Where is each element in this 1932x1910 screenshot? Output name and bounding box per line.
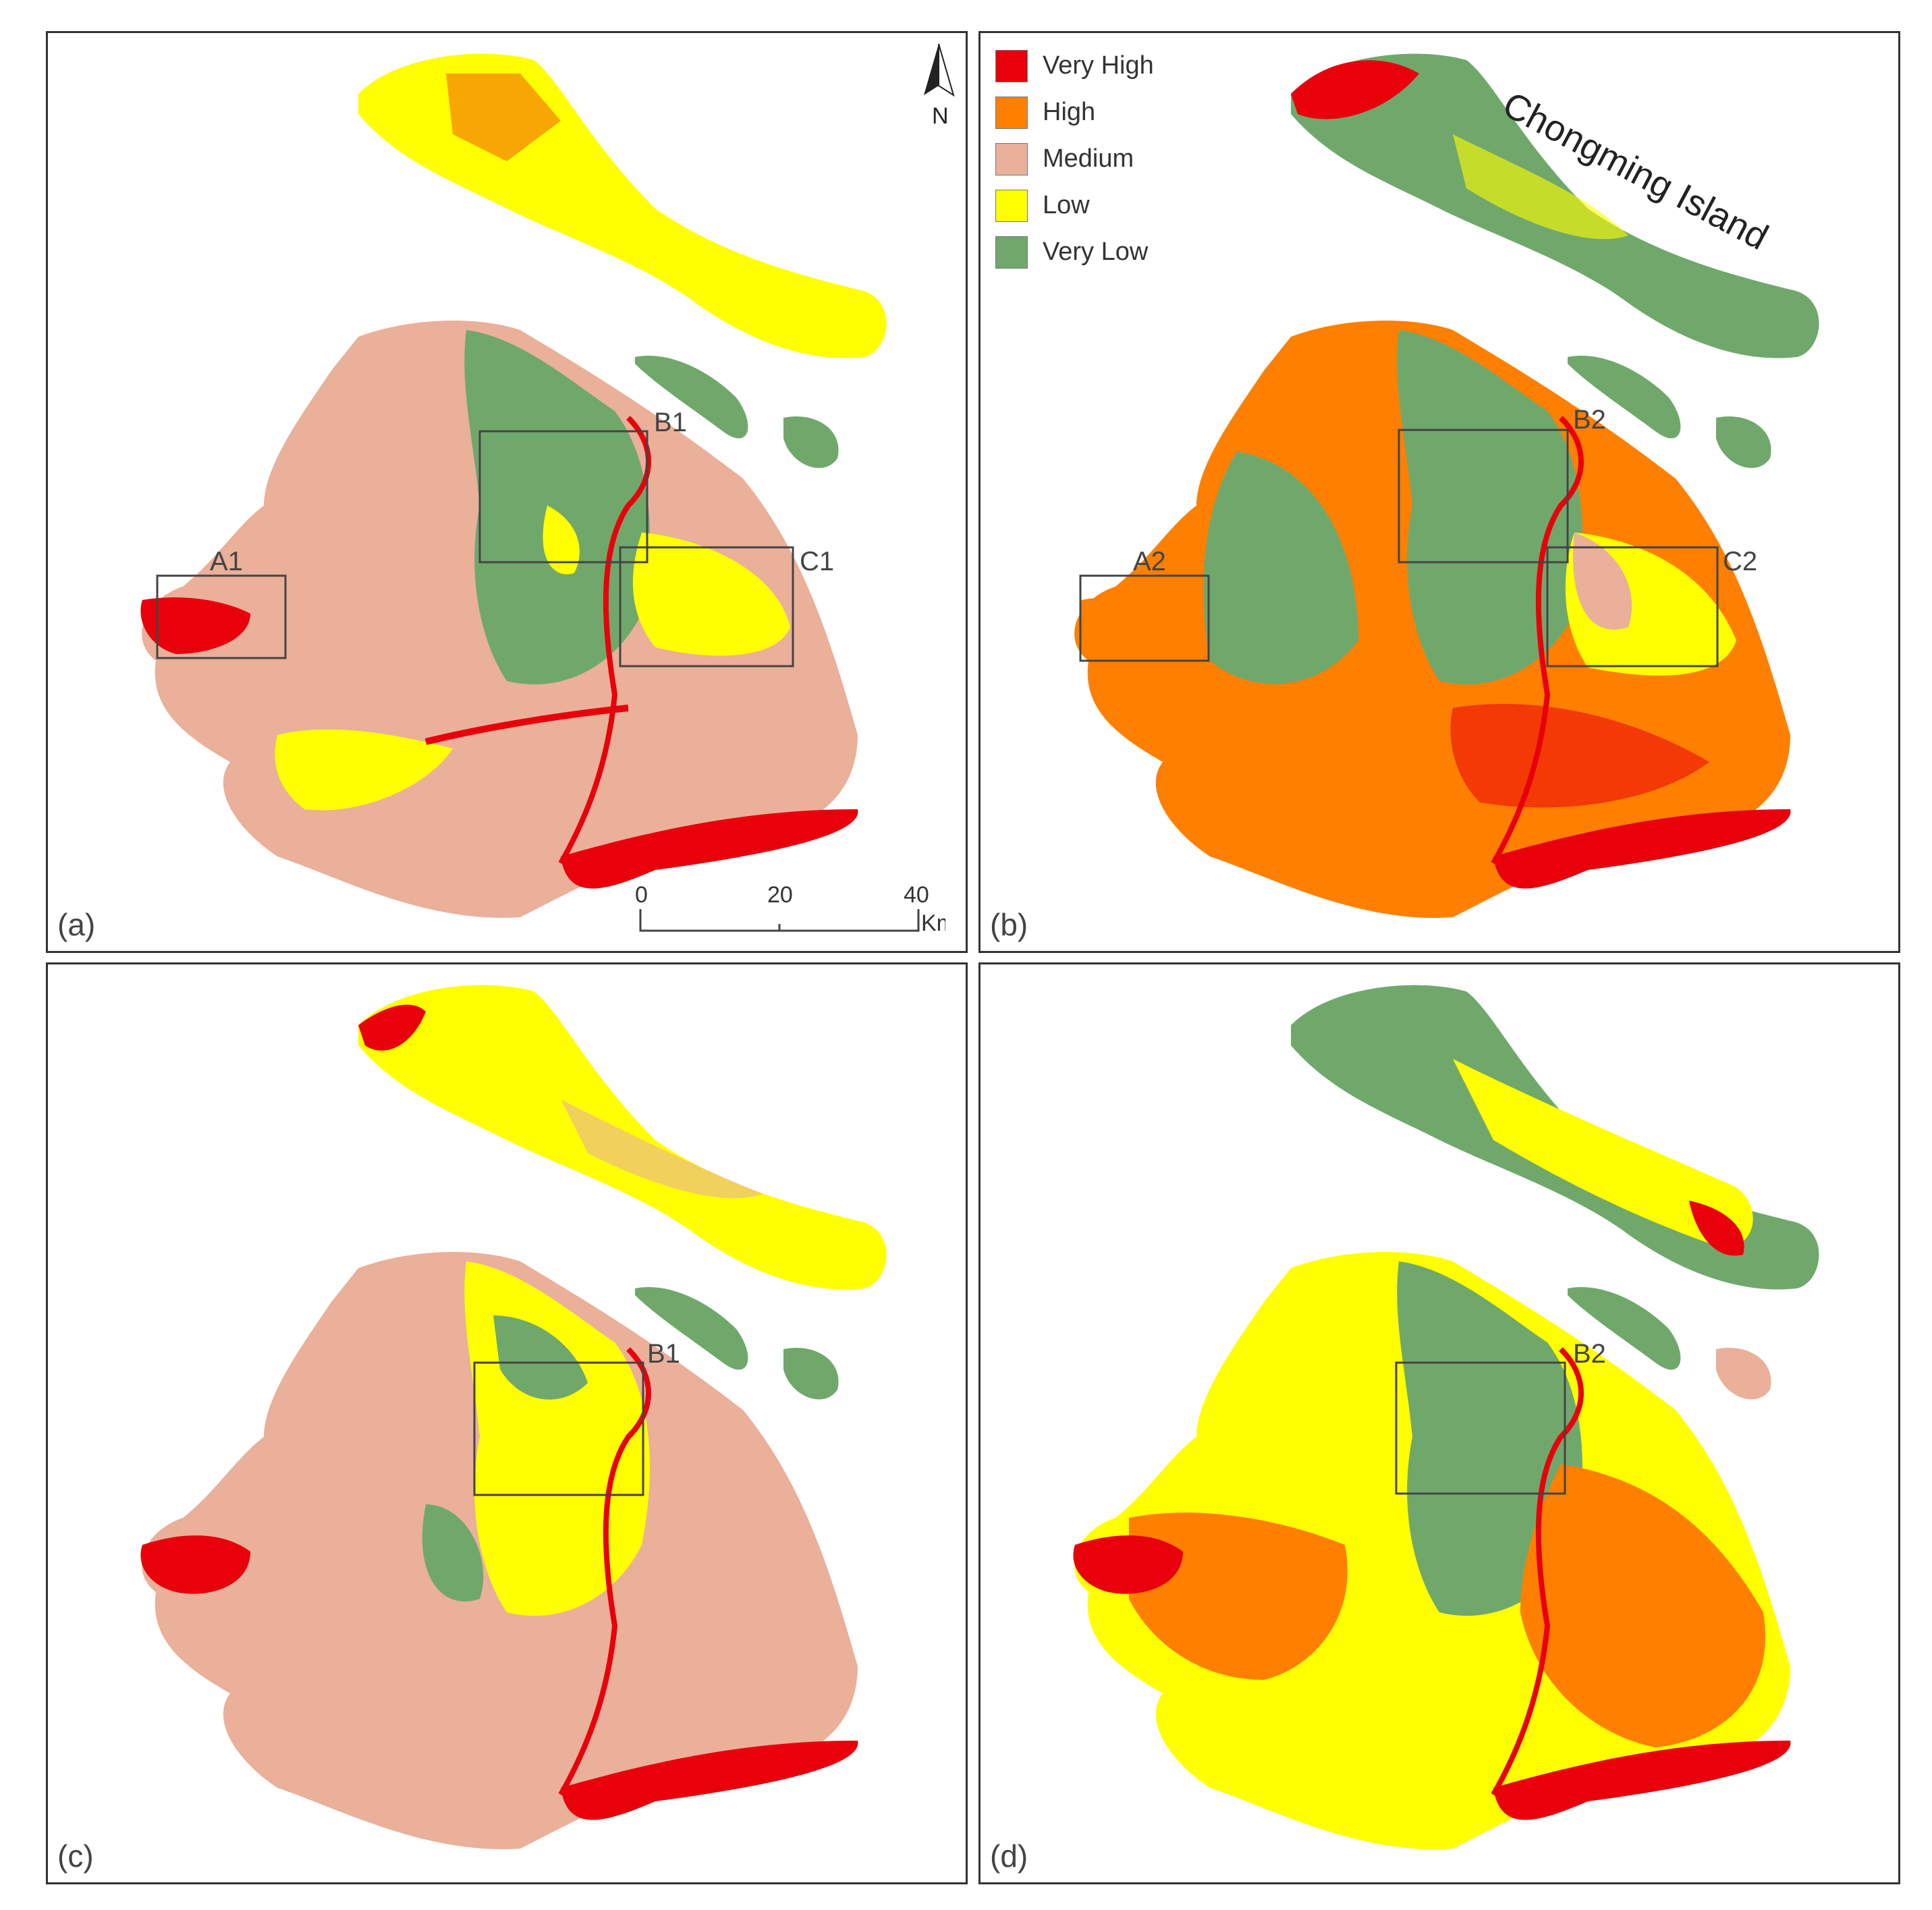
mainland [140,321,858,918]
north-arrow-icon: N [914,41,963,129]
inset-box-c2: C2 [1546,546,1757,667]
legend-item-low: Low [995,182,1154,229]
map-panel-c: B1 (c) [46,962,968,1884]
changxing-island [1568,356,1771,468]
inset-box-b1: B1 [478,408,687,564]
inset-box-b2: B2 [1395,1339,1606,1495]
north-label: N [932,103,949,129]
legend-item-very-low: Very Low [995,229,1154,275]
legend-swatch-medium [995,142,1028,175]
chongming-island [1291,985,1819,1290]
scale-tick-0: 0 [635,883,648,908]
mainland [1073,1252,1791,1849]
legend-item-medium: Medium [995,136,1154,182]
mainland [1074,321,1791,918]
box-label-c1: C1 [800,547,834,576]
box-label-b1: B1 [654,408,687,437]
map-panel-d: B2 (d) [978,962,1900,1884]
legend-swatch-low [995,189,1028,222]
legend-swatch-very-low [995,236,1028,269]
box-label-b2: B2 [1573,1339,1606,1369]
chongming-island [358,53,887,358]
legend-label: Very Low [1043,238,1149,266]
map-d: B2 [1073,985,1819,1849]
scale-tick-20: 20 [767,883,793,908]
inset-box-b1: B1 [473,1339,680,1496]
inset-box-a1: A1 [156,547,287,659]
box-label-c2: C2 [1723,547,1757,576]
map-panel-b: A2 B2 C2 Chongming Island Very High High… [978,31,1900,953]
legend-item-very-high: Very High [995,43,1154,89]
map-c: B1 [140,985,887,1849]
box-label-a1: A1 [210,547,243,576]
changxing-island [635,356,839,468]
legend-label: Medium [1043,144,1134,173]
chongming-island [358,985,887,1290]
legend-label: High [1043,98,1096,126]
chongming-island [1291,53,1819,358]
mainland [140,1252,858,1849]
changxing-island [635,1287,839,1400]
panel-label-b: (b) [990,907,1028,942]
legend-item-high: High [995,89,1154,136]
changxing-island [1568,1287,1771,1400]
box-label-a2: A2 [1133,547,1166,576]
map-b: A2 B2 C2 Chongming Island [1074,53,1819,918]
panel-label-a: (a) [57,907,96,942]
box-label-b2: B2 [1573,405,1606,435]
inset-box-b2: B2 [1398,405,1606,564]
inset-box-c1: C1 [619,546,834,667]
legend: Very High High Medium Low Very Low [995,43,1154,275]
panel-label-c: (c) [57,1838,94,1874]
legend-swatch-high [995,96,1028,129]
inset-box-a2: A2 [1079,547,1210,662]
map-panel-a: A1 B1 C1 N 0 20 40 Km (a) [46,31,968,953]
map-a: A1 B1 C1 [140,53,887,918]
scale-bar: 0 20 40 Km [635,882,956,937]
box-label-b1: B1 [647,1339,680,1369]
scale-unit: Km [921,910,945,936]
legend-label: Very High [1043,51,1154,80]
legend-label: Low [1043,191,1090,219]
panel-label-d: (d) [990,1838,1028,1874]
legend-swatch-very-high [995,49,1028,82]
scale-tick-40: 40 [904,883,929,908]
